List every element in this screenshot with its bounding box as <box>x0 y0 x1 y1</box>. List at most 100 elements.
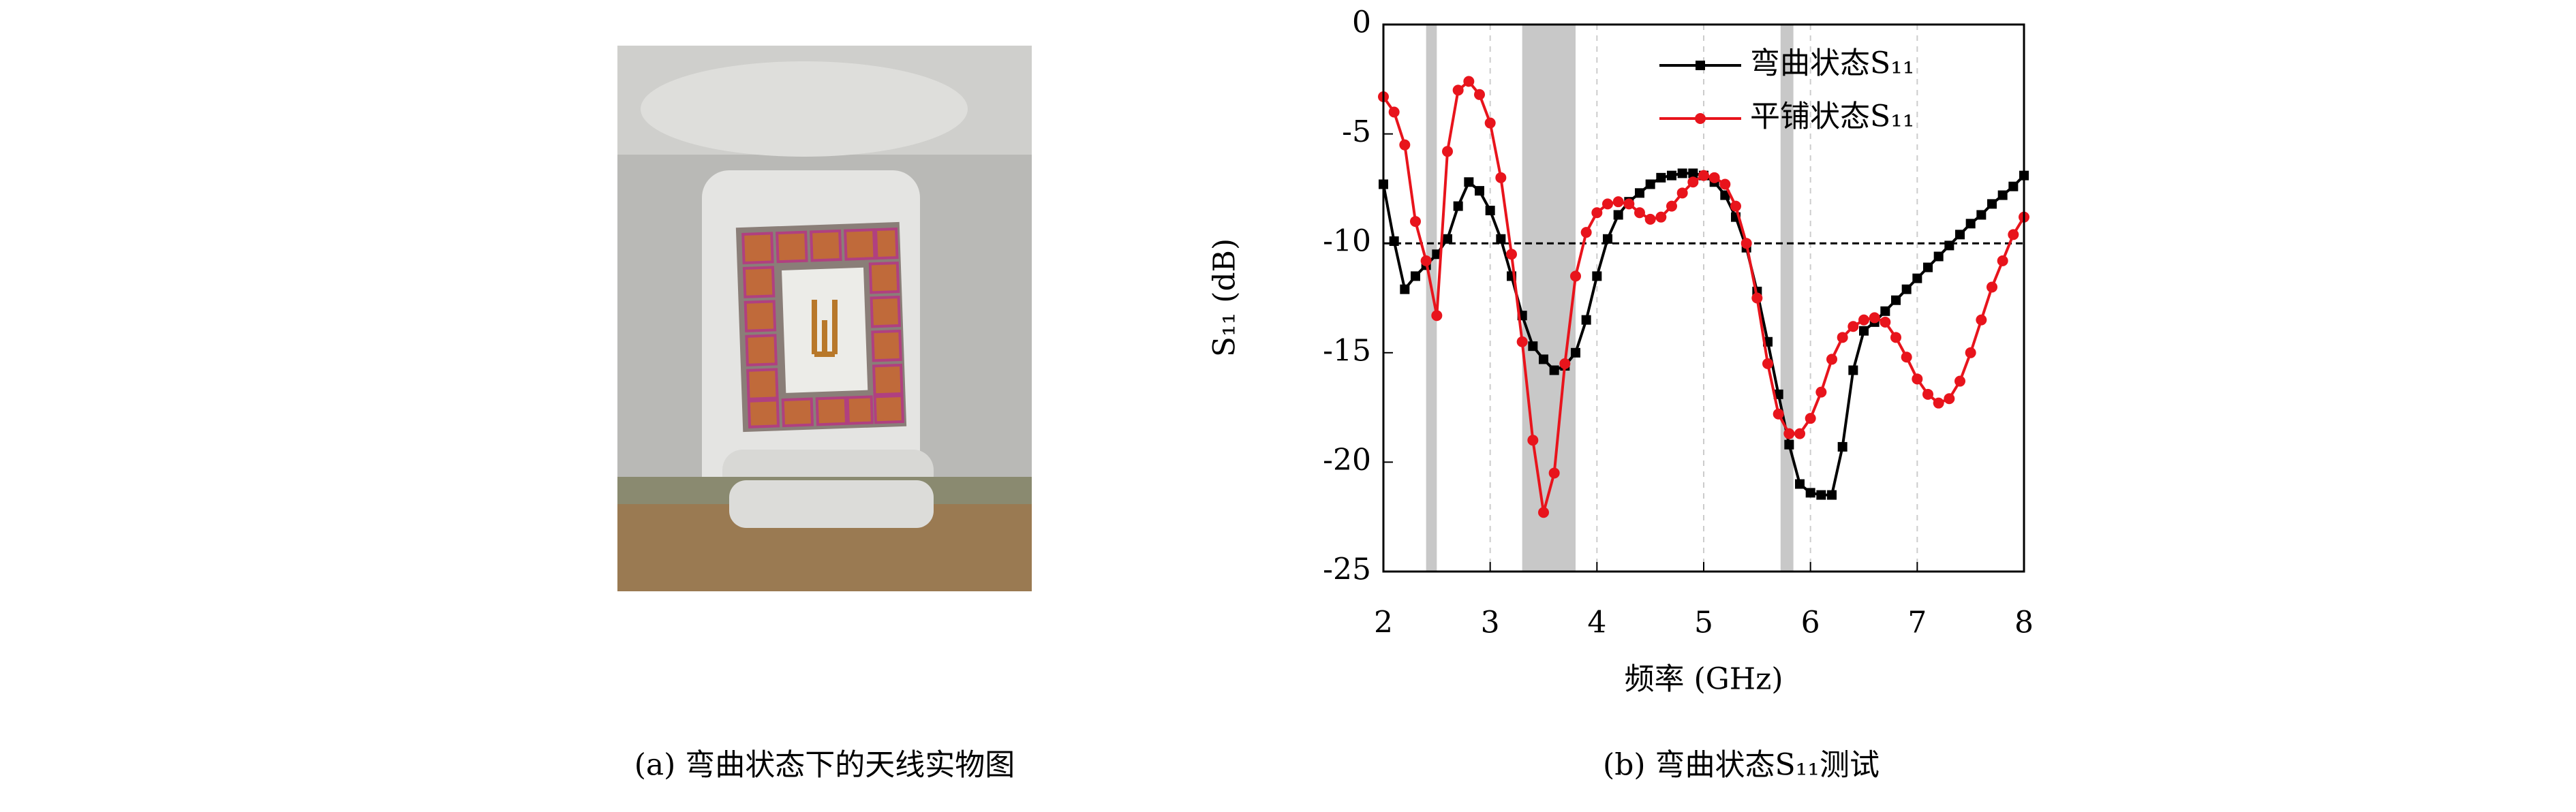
marker <box>2008 181 2019 191</box>
marker <box>1484 117 1496 129</box>
legend-marker <box>1696 61 1705 70</box>
marker <box>1539 354 1548 364</box>
marker <box>1933 397 1944 409</box>
marker <box>1400 284 1410 294</box>
x-tick-label: 2 <box>1374 606 1393 640</box>
marker <box>1592 271 1602 281</box>
y-axis-label: S₁₁ (dB) <box>1208 238 1242 357</box>
x-tick-label: 4 <box>1587 606 1606 640</box>
marker <box>1634 207 1645 219</box>
marker <box>1987 199 1997 209</box>
marker <box>1976 210 1987 220</box>
marker <box>1602 198 1613 210</box>
marker <box>1827 490 1837 500</box>
marker <box>1859 326 1869 336</box>
marker <box>1538 507 1549 518</box>
marker <box>1528 341 1538 352</box>
x-tick-label: 7 <box>1907 606 1927 640</box>
marker <box>1463 76 1475 87</box>
marker <box>1720 190 1730 200</box>
marker <box>1965 347 1976 358</box>
y-tick-label: -10 <box>1323 224 1371 259</box>
marker <box>1644 213 1656 225</box>
marker <box>1954 375 1965 387</box>
y-tick-label: -25 <box>1323 552 1371 587</box>
marker <box>1923 262 1933 272</box>
marker <box>1591 207 1603 219</box>
marker <box>1783 428 1795 439</box>
marker <box>1496 234 1506 244</box>
y-tick-label: -20 <box>1323 443 1371 478</box>
marker <box>1997 190 2008 200</box>
marker <box>1548 467 1560 479</box>
marker <box>1464 177 1474 187</box>
x-tick-label: 5 <box>1694 606 1713 640</box>
y-tick-label: -15 <box>1323 333 1371 368</box>
marker <box>1453 201 1463 211</box>
marker <box>1645 179 1655 189</box>
x-axis-label: 频率 (GHz) <box>1624 662 1783 697</box>
marker <box>1635 188 1644 198</box>
marker <box>1880 306 1890 316</box>
marker <box>1794 428 1805 439</box>
marker <box>1826 354 1837 365</box>
y-tick-label: 0 <box>1352 5 1371 40</box>
marker <box>1667 170 1676 181</box>
legend-label: 平铺状态S₁₁ <box>1750 99 1914 134</box>
marker <box>1912 373 1923 385</box>
marker <box>1955 230 1965 240</box>
marker <box>1485 206 1495 216</box>
marker <box>1580 227 1592 238</box>
marker <box>1847 321 1859 332</box>
marker <box>1730 200 1741 212</box>
marker <box>1432 249 1442 260</box>
marker <box>1452 84 1464 96</box>
marker <box>1762 358 1773 369</box>
marker <box>1506 249 1517 260</box>
marker <box>1741 238 1752 249</box>
marker <box>1612 196 1624 208</box>
marker <box>1474 89 1485 100</box>
marker <box>1815 386 1827 398</box>
marker <box>1997 255 2008 266</box>
marker <box>1656 172 1666 183</box>
marker <box>1858 314 1869 326</box>
legend-label: 弯曲状态S₁₁ <box>1750 46 1914 81</box>
marker <box>1805 413 1816 424</box>
y-tick-label: -5 <box>1342 114 1371 149</box>
marker <box>1719 178 1731 190</box>
marker <box>1431 310 1443 322</box>
marker <box>1869 312 1880 324</box>
marker <box>1987 281 1997 293</box>
marker <box>1901 284 1912 294</box>
marker <box>1399 139 1411 151</box>
marker <box>1837 332 1848 343</box>
marker <box>1420 255 1432 266</box>
marker <box>1623 198 1635 210</box>
marker <box>1559 358 1571 369</box>
marker <box>1837 441 1847 452</box>
marker <box>1922 388 1933 400</box>
marker <box>1688 168 1698 178</box>
marker <box>1751 292 1763 304</box>
marker <box>1890 332 1901 343</box>
marker <box>1687 176 1699 188</box>
marker <box>1816 490 1826 500</box>
marker <box>1698 170 1709 181</box>
marker <box>1976 314 1987 326</box>
shaded-band <box>1522 25 1576 572</box>
marker <box>1708 172 1720 183</box>
x-tick-label: 8 <box>2014 606 2034 640</box>
marker <box>1475 186 1484 196</box>
marker <box>1570 270 1581 282</box>
marker <box>1848 365 1858 375</box>
marker <box>1666 200 1677 212</box>
marker <box>1443 234 1452 244</box>
marker <box>1965 219 1976 229</box>
marker <box>1912 273 1922 283</box>
marker <box>1933 251 1944 262</box>
marker <box>1603 234 1612 244</box>
marker <box>1944 393 1955 405</box>
caption-b: (b) 弯曲状态S₁₁测试 <box>1603 748 1880 783</box>
marker <box>1880 316 1891 328</box>
